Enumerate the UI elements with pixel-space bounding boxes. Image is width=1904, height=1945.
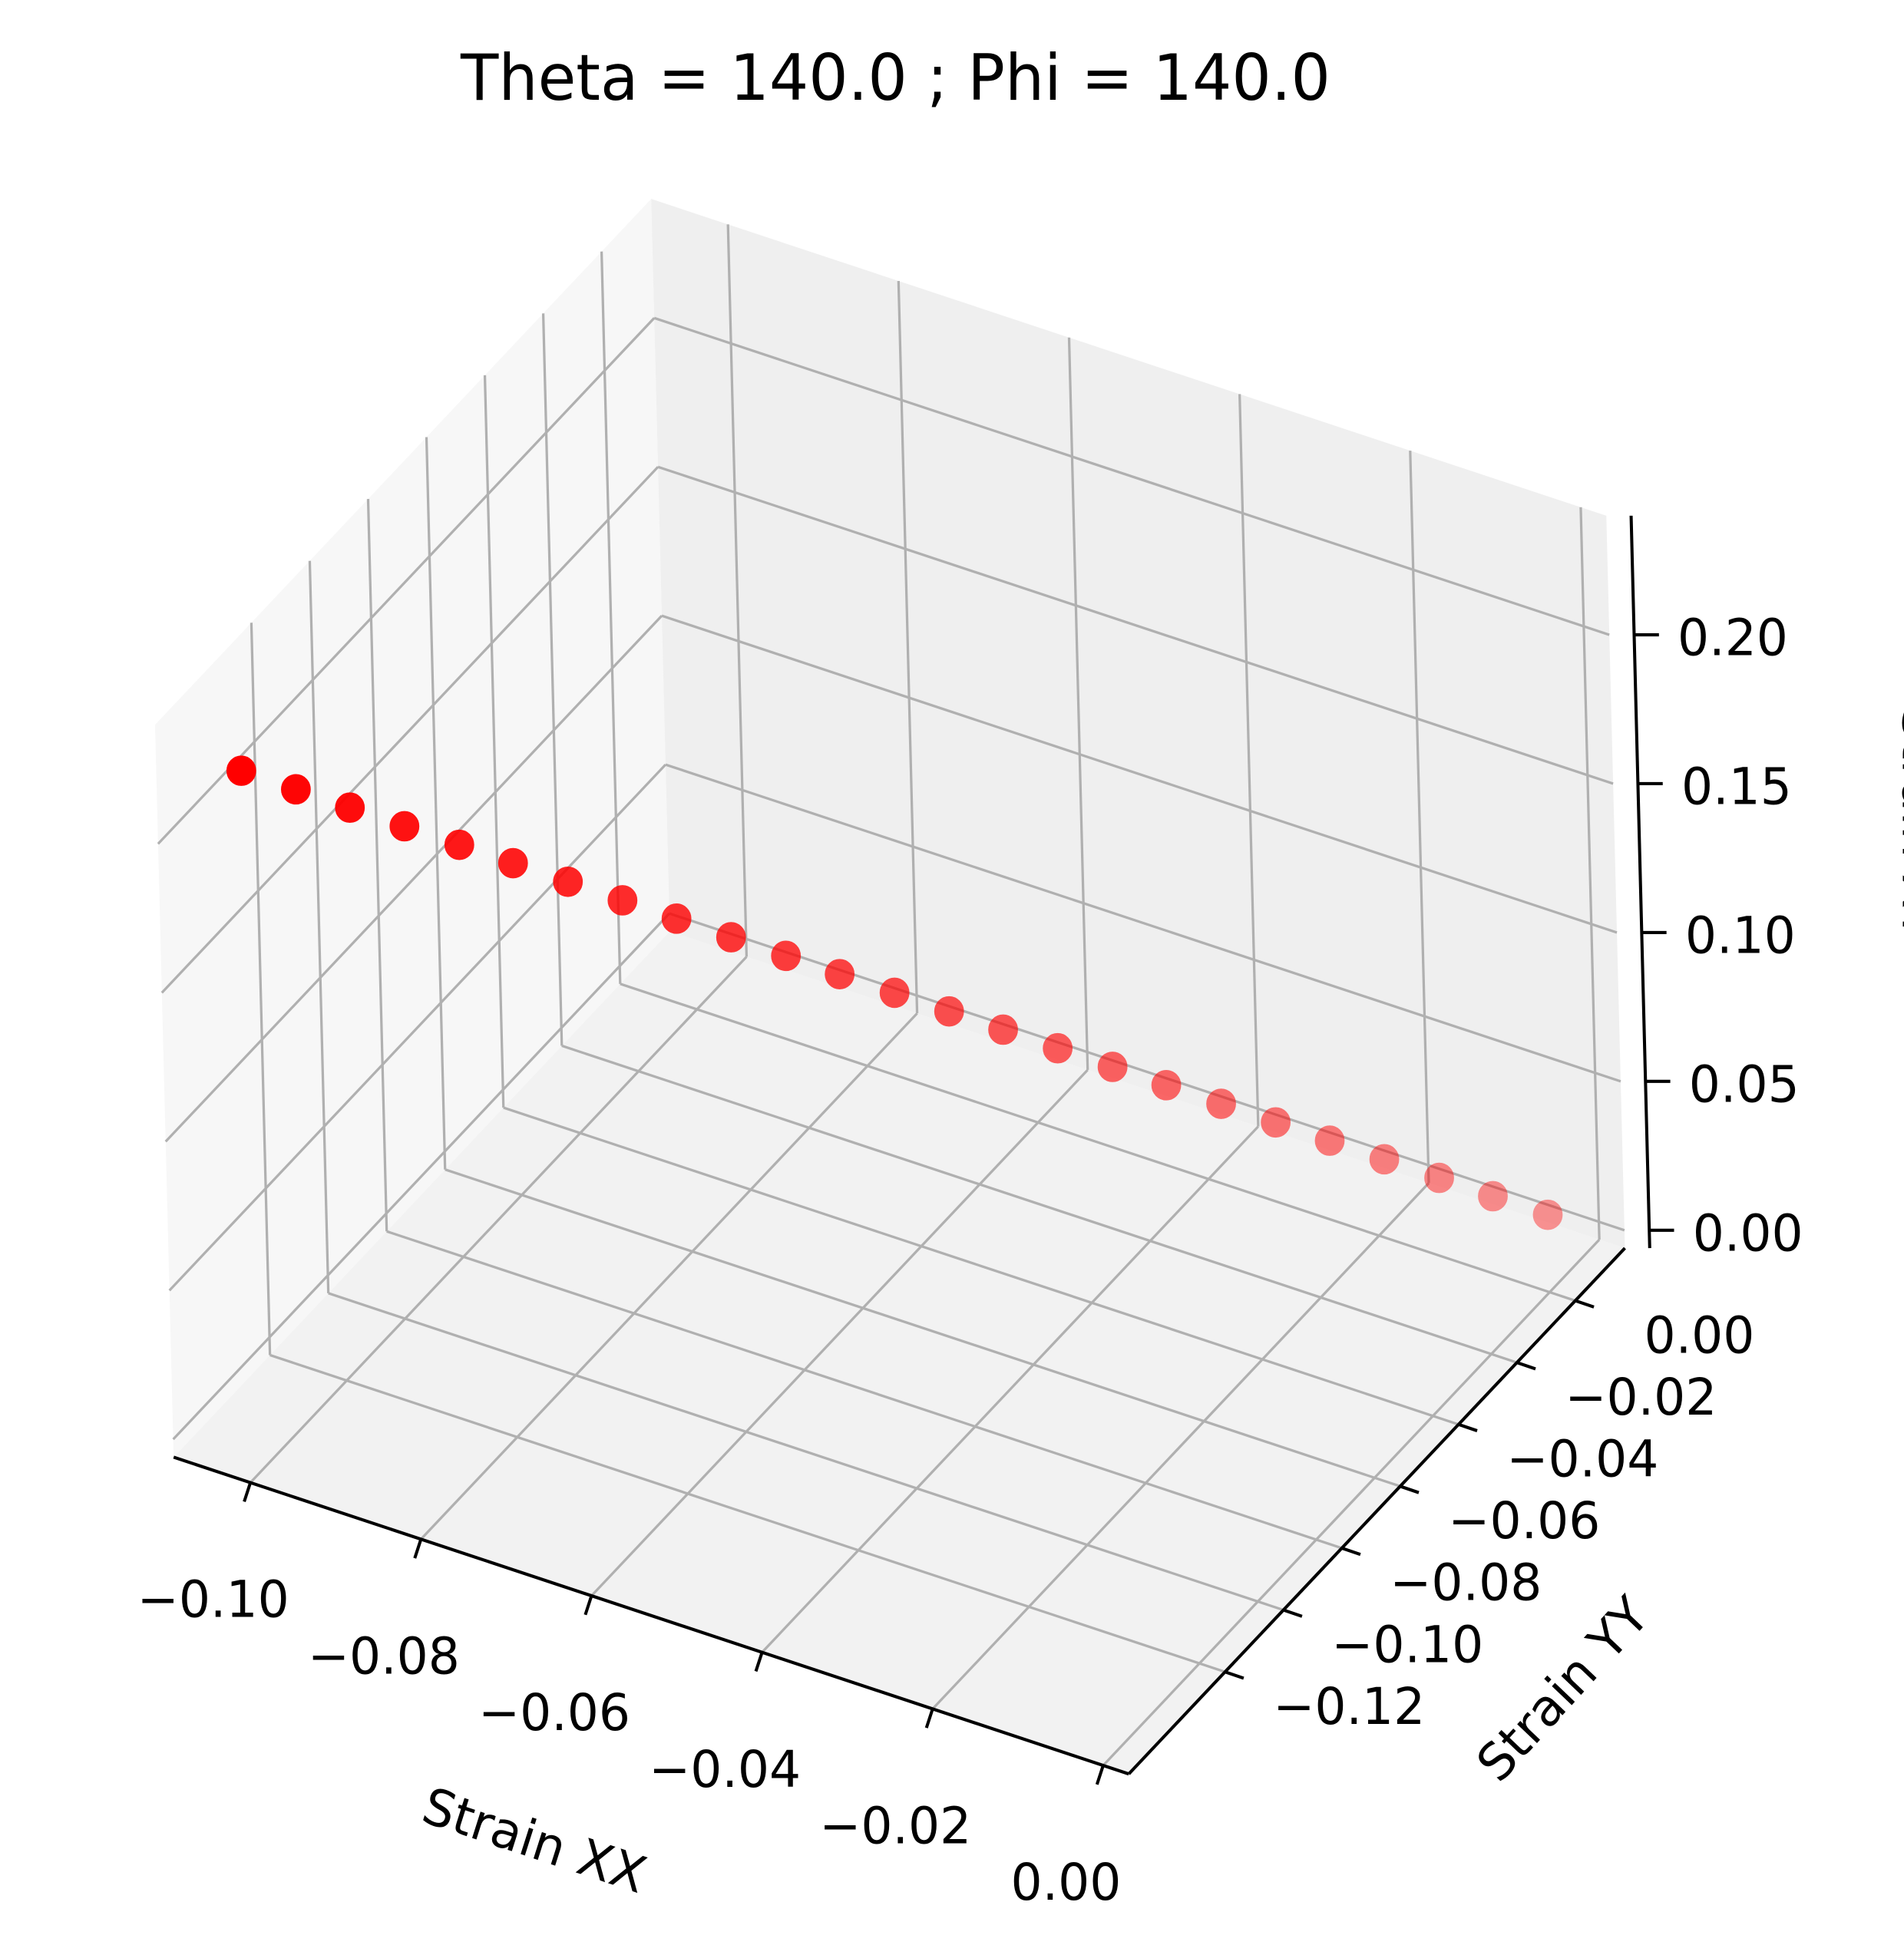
point xyxy=(1369,1144,1400,1175)
grid-line xyxy=(620,982,1576,1303)
x-tick-label: −0.06 xyxy=(478,1683,630,1742)
grid-line xyxy=(561,1044,1518,1364)
x-tick-label: −0.02 xyxy=(819,1797,971,1856)
y-tick xyxy=(1458,1422,1478,1432)
grid-line xyxy=(366,499,388,1232)
z-axis xyxy=(1629,515,1651,1249)
point xyxy=(771,940,802,972)
point xyxy=(988,1014,1018,1045)
point xyxy=(825,959,855,989)
y-tick xyxy=(1283,1608,1303,1618)
grid-line xyxy=(269,1353,1226,1673)
point xyxy=(1151,1069,1182,1101)
x-tick-label: −0.04 xyxy=(649,1740,801,1799)
point xyxy=(1532,1199,1563,1230)
y-tick-label: −0.02 xyxy=(1565,1368,1717,1427)
y-tick-label: −0.08 xyxy=(1390,1554,1542,1613)
point xyxy=(661,903,692,934)
grid-line xyxy=(328,1292,1284,1612)
x-tick xyxy=(413,1538,423,1559)
y-tick xyxy=(1341,1546,1361,1557)
grid-line xyxy=(931,1182,1430,1710)
grid-line xyxy=(600,251,622,984)
point xyxy=(607,885,638,916)
grid-line xyxy=(897,280,919,1014)
y-tick-label: −0.06 xyxy=(1448,1491,1600,1550)
point xyxy=(716,922,746,953)
grid-line xyxy=(164,615,663,1143)
point xyxy=(1043,1032,1073,1064)
y-tick xyxy=(1575,1299,1595,1309)
point xyxy=(1478,1181,1508,1212)
grid-line xyxy=(657,465,1614,785)
point xyxy=(1314,1125,1345,1156)
point xyxy=(1424,1162,1454,1194)
grid-line xyxy=(726,224,749,957)
point xyxy=(444,829,474,860)
grid-line xyxy=(308,560,330,1293)
x-tick xyxy=(583,1595,593,1616)
grid-line xyxy=(661,614,1618,934)
point xyxy=(553,866,583,897)
grid-line xyxy=(249,956,748,1484)
point xyxy=(1206,1088,1236,1119)
z-tick-label: 0.05 xyxy=(1689,1055,1800,1114)
grid-line xyxy=(1102,1238,1601,1767)
grid-line xyxy=(425,437,447,1170)
grid-line xyxy=(420,1012,918,1540)
grid-line xyxy=(168,763,667,1292)
grid-line xyxy=(1579,507,1601,1240)
x-tick xyxy=(924,1708,934,1729)
grid-line xyxy=(590,1068,1089,1597)
x-axis xyxy=(173,1455,1129,1776)
floor-pane xyxy=(174,931,1625,1775)
y-tick-label: 0.00 xyxy=(1644,1306,1754,1365)
grid-line xyxy=(653,316,1610,636)
y-tick xyxy=(1400,1484,1420,1494)
grid-line xyxy=(503,1106,1459,1426)
z-tick-label: 0.10 xyxy=(1685,906,1796,966)
point xyxy=(879,977,910,1009)
grid-line xyxy=(1238,394,1260,1127)
grid-line xyxy=(172,912,671,1441)
x-tick-label: −0.10 xyxy=(137,1570,289,1630)
y-tick-label: −0.10 xyxy=(1331,1616,1483,1675)
grid-line xyxy=(250,622,272,1356)
grid-line xyxy=(386,1230,1343,1550)
chart-title: Theta = 140.0 ; Phi = 140.0 xyxy=(460,41,1330,115)
x-tick xyxy=(754,1652,764,1673)
point xyxy=(934,996,964,1027)
x-tick xyxy=(1095,1765,1105,1785)
x-tick xyxy=(243,1481,253,1503)
point xyxy=(335,792,365,824)
point xyxy=(1261,1107,1291,1138)
y-tick-label: −0.12 xyxy=(1273,1677,1425,1736)
grid-line xyxy=(160,466,659,994)
y-axis xyxy=(1127,1247,1626,1775)
point xyxy=(226,755,256,786)
point xyxy=(497,847,528,879)
y-tick xyxy=(1516,1361,1536,1371)
y-tick xyxy=(1225,1670,1245,1680)
z-tick-label: 0.00 xyxy=(1693,1204,1803,1263)
grid-line xyxy=(445,1168,1401,1488)
grid-line xyxy=(1409,451,1430,1184)
z-tick-label: 0.15 xyxy=(1681,758,1792,817)
z-tick-label: 0.20 xyxy=(1678,609,1788,668)
grid-line xyxy=(483,375,505,1108)
point xyxy=(281,774,311,805)
grid-line xyxy=(761,1125,1260,1653)
x-tick-label: 0.00 xyxy=(1010,1854,1121,1913)
y-tick-label: −0.04 xyxy=(1506,1430,1658,1489)
grid-line xyxy=(665,763,1621,1083)
point xyxy=(389,811,420,842)
grid-line xyxy=(1067,337,1089,1070)
x-tick-label: −0.08 xyxy=(308,1627,460,1686)
z-axis-label: Strain XY xyxy=(1890,708,1904,940)
grid-line xyxy=(541,313,564,1046)
point xyxy=(1097,1052,1128,1082)
